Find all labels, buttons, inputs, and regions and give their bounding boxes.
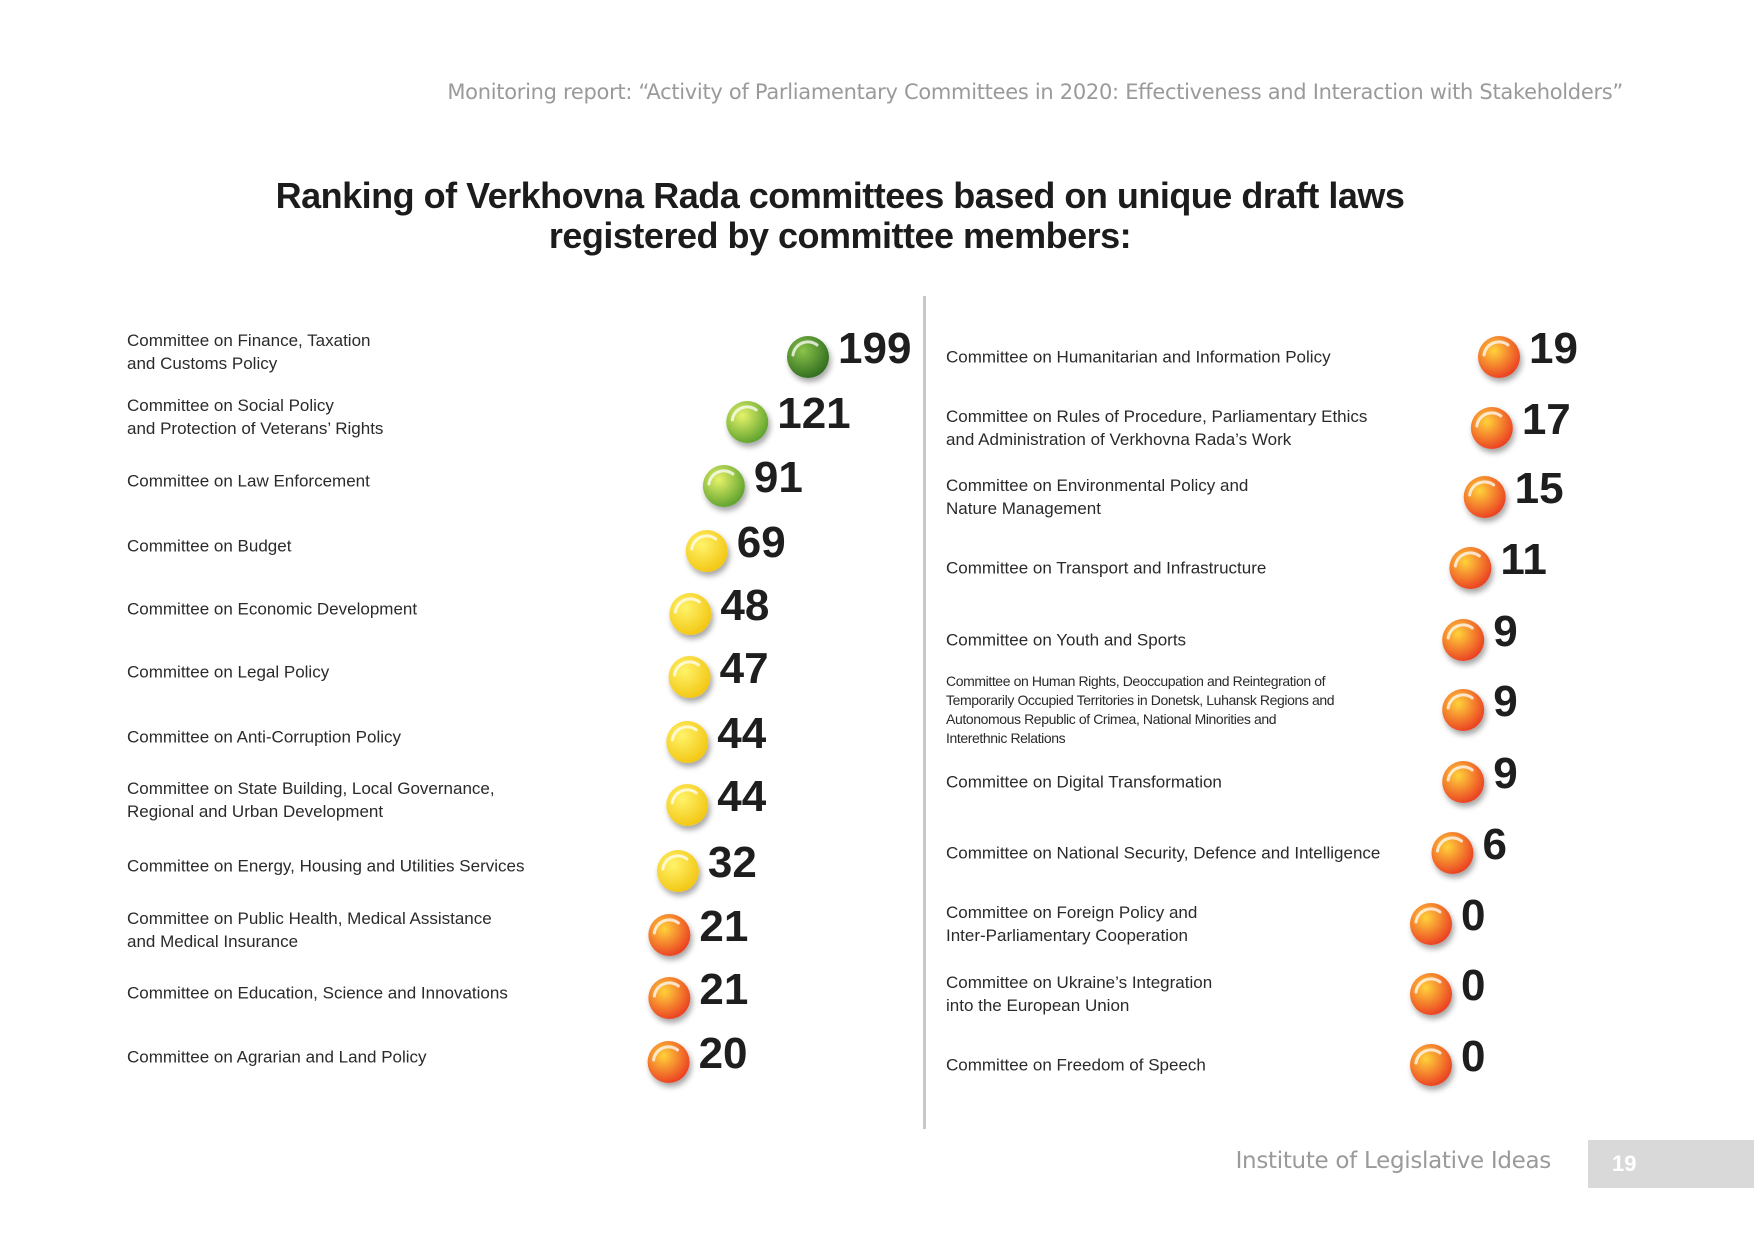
right-committee-label-3: Committee on Environmental Policy andNat… — [946, 474, 1386, 520]
right-committee-label-10: Committee on Ukraine’s Integrationinto t… — [946, 971, 1386, 1017]
left-bar-4 — [563, 530, 728, 572]
left-value-label-5: 48 — [720, 581, 769, 631]
right-bar-3 — [1390, 476, 1506, 518]
right-committee-label-5: Committee on Youth and Sports — [946, 629, 1386, 652]
left-bar-1 — [563, 336, 829, 378]
left-committee-label-11: Committee on Education, Science and Inno… — [127, 982, 547, 1005]
right-value-label-8: 6 — [1482, 820, 1506, 870]
left-bar-10 — [563, 914, 690, 956]
right-value-label-6: 9 — [1493, 677, 1517, 727]
left-committee-label-12: Committee on Agrarian and Land Policy — [127, 1046, 547, 1069]
left-bar-8 — [563, 784, 708, 826]
left-committee-label-10: Committee on Public Health, Medical Assi… — [127, 907, 547, 953]
right-committee-label-2: Committee on Rules of Procedure, Parliam… — [946, 405, 1386, 451]
right-value-label-5: 9 — [1493, 607, 1517, 657]
left-committee-label-1: Committee on Finance, Taxationand Custom… — [127, 329, 547, 375]
left-value-label-9: 32 — [708, 838, 757, 888]
right-value-label-9: 0 — [1461, 891, 1485, 941]
footer-organization: Institute of Legislative Ideas — [1236, 1148, 1551, 1174]
ranking-chart: Committee on Finance, Taxationand Custom… — [0, 0, 1754, 1241]
right-bar-1 — [1390, 336, 1520, 378]
right-value-label-10: 0 — [1461, 961, 1485, 1011]
left-committee-label-4: Committee on Budget — [127, 535, 547, 558]
left-committee-label-7: Committee on Anti-Corruption Policy — [127, 726, 547, 749]
right-bar-6 — [1390, 689, 1484, 731]
right-committee-label-11: Committee on Freedom of Speech — [946, 1054, 1386, 1077]
left-bar-9 — [563, 850, 699, 892]
left-bar-2 — [563, 401, 768, 443]
right-committee-label-7: Committee on Digital Transformation — [946, 771, 1386, 794]
left-committee-label-2: Committee on Social Policyand Protection… — [127, 394, 547, 440]
left-bar-7 — [563, 721, 708, 763]
page-number-box: 19 — [1588, 1140, 1754, 1188]
left-committee-label-5: Committee on Economic Development — [127, 598, 547, 621]
right-committee-label-8: Committee on National Security, Defence … — [946, 842, 1386, 865]
left-value-label-8: 44 — [717, 772, 766, 822]
right-bar-4 — [1390, 547, 1491, 589]
left-value-label-3: 91 — [754, 453, 803, 503]
right-value-label-11: 0 — [1461, 1032, 1485, 1082]
right-bar-2 — [1390, 407, 1513, 449]
right-committee-label-9: Committee on Foreign Policy andInter-Par… — [946, 901, 1386, 947]
right-value-label-7: 9 — [1493, 749, 1517, 799]
left-committee-label-8: Committee on State Building, Local Gover… — [127, 777, 547, 823]
left-value-label-11: 21 — [699, 965, 748, 1015]
right-bar-11 — [1390, 1044, 1452, 1086]
right-committee-label-1: Committee on Humanitarian and Informatio… — [946, 346, 1386, 369]
right-value-label-1: 19 — [1529, 324, 1578, 374]
right-bar-8 — [1390, 832, 1473, 874]
left-value-label-7: 44 — [717, 709, 766, 759]
right-bar-7 — [1390, 761, 1484, 803]
right-value-label-4: 11 — [1500, 535, 1547, 585]
page-number: 19 — [1612, 1140, 1636, 1188]
left-bar-6 — [563, 656, 711, 698]
right-bar-10 — [1390, 973, 1452, 1015]
right-committee-label-4: Committee on Transport and Infrastructur… — [946, 557, 1386, 580]
left-bar-5 — [563, 593, 711, 635]
right-value-label-2: 17 — [1522, 395, 1571, 445]
left-value-label-2: 121 — [777, 389, 850, 439]
left-committee-label-9: Committee on Energy, Housing and Utiliti… — [127, 855, 547, 878]
left-value-label-12: 20 — [699, 1029, 748, 1079]
left-value-label-1: 199 — [838, 324, 911, 374]
right-bar-5 — [1390, 619, 1484, 661]
right-value-label-3: 15 — [1515, 464, 1564, 514]
right-committee-label-6: Committee on Human Rights, Deoccupation … — [946, 672, 1386, 748]
left-value-label-4: 69 — [737, 518, 786, 568]
left-value-label-10: 21 — [699, 902, 748, 952]
left-bar-12 — [563, 1041, 690, 1083]
right-bar-9 — [1390, 903, 1452, 945]
left-bar-11 — [563, 977, 690, 1019]
left-bar-3 — [563, 465, 745, 507]
left-committee-label-6: Committee on Legal Policy — [127, 661, 547, 684]
left-committee-label-3: Committee on Law Enforcement — [127, 470, 547, 493]
left-value-label-6: 47 — [720, 644, 769, 694]
